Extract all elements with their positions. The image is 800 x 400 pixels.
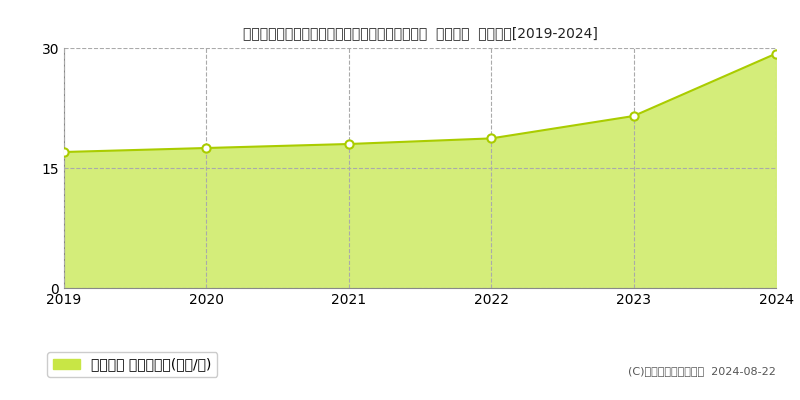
Point bbox=[770, 50, 782, 57]
Text: (C)土地価格ドットコム  2024-08-22: (C)土地価格ドットコム 2024-08-22 bbox=[628, 366, 776, 376]
Point bbox=[485, 135, 498, 142]
Title: 北海道札幌市北区篠路３条４丁目３８番５７５外  地価公示  地価推移[2019-2024]: 北海道札幌市北区篠路３条４丁目３８番５７５外 地価公示 地価推移[2019-20… bbox=[242, 26, 598, 40]
Point bbox=[58, 149, 70, 155]
Point bbox=[342, 141, 355, 147]
Point bbox=[627, 113, 640, 119]
Legend: 地価公示 平均坪単価(万円/坪): 地価公示 平均坪単価(万円/坪) bbox=[47, 352, 218, 377]
Point bbox=[200, 145, 213, 151]
